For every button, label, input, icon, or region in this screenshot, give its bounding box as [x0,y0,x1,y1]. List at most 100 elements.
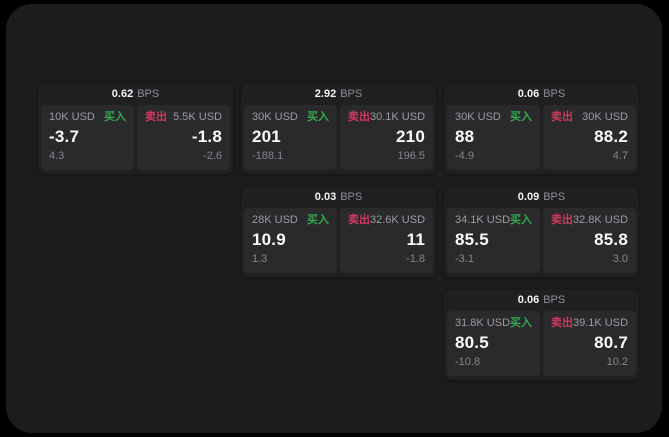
buy-top-row: 31.8K USD 买入 [455,317,532,330]
quote-panes: 31.8K USD 买入 80.5 -10.8 卖出 39.1K USD [444,311,639,380]
buy-delta-row: 4.3 [49,150,126,163]
buy-top-row: 10K USD 买入 [49,111,126,124]
sell-quote-pane[interactable]: 卖出 32.6K USD 11 -1.8 [340,208,433,273]
buy-delta-row: -4.9 [455,150,532,163]
spread-header: 0.62 BPS [38,84,233,105]
sell-delta-row: 3.0 [551,253,628,266]
quotes-grid: 0.62 BPS 10K USD 买入 -3.7 4.3 [38,84,639,380]
buy-delta-row: -10.8 [455,356,532,369]
quote-panes: 34.1K USD 买入 85.5 -3.1 卖出 32.8K USD [444,208,639,277]
buy-delta-row: 1.3 [252,253,329,266]
buy-size-label: 30K USD [252,111,298,123]
sell-side-label: 卖出 [551,317,573,329]
quote-panes: 30K USD 买入 88 -4.9 卖出 30K USD 88. [444,105,639,174]
sell-price-value: 80.7 [594,333,628,352]
sell-size-label: 5.5K USD [173,111,222,123]
bps-unit-label: BPS [543,294,566,306]
quote-card: 2.92 BPS 30K USD 买入 201 -188.1 [241,84,436,174]
spread-header: 0.03 BPS [241,187,436,208]
buy-side-label: 买入 [307,214,329,226]
bps-unit-label: BPS [543,88,566,100]
sell-quote-pane[interactable]: 卖出 39.1K USD 80.7 10.2 [543,311,636,376]
buy-quote-pane[interactable]: 31.8K USD 买入 80.5 -10.8 [447,311,540,376]
sell-quote-pane[interactable]: 卖出 32.8K USD 85.8 3.0 [543,208,636,273]
sell-size-label: 30.1K USD [370,111,426,123]
buy-side-label: 买入 [510,111,532,123]
sell-side-label: 卖出 [348,111,370,123]
buy-top-row: 28K USD 买入 [252,214,329,227]
buy-delta-row: -188.1 [252,150,329,163]
buy-side-label: 买入 [104,111,126,123]
sell-size-label: 32.6K USD [370,214,426,226]
sell-side-label: 卖出 [145,111,167,123]
buy-delta-value: -10.8 [455,356,481,368]
quote-card: 0.62 BPS 10K USD 买入 -3.7 4.3 [38,84,233,174]
sell-size-label: 39.1K USD [573,317,629,329]
buy-quote-pane[interactable]: 30K USD 买入 201 -188.1 [244,105,337,170]
sell-quote-pane[interactable]: 卖出 5.5K USD -1.8 -2.6 [137,105,230,170]
sell-top-row: 卖出 32.6K USD [348,214,425,227]
sell-quote-pane[interactable]: 卖出 30.1K USD 210 196.5 [340,105,433,170]
spread-value: 0.06 [517,88,540,100]
spread-header: 0.06 BPS [444,290,639,311]
buy-quote-pane[interactable]: 10K USD 买入 -3.7 4.3 [41,105,134,170]
sell-delta-row: 4.7 [551,150,628,163]
buy-size-label: 28K USD [252,214,298,226]
quotes-panel: 0.62 BPS 10K USD 买入 -3.7 4.3 [6,4,662,433]
spread-header: 0.06 BPS [444,84,639,105]
sell-top-row: 卖出 30K USD [551,111,628,124]
sell-quote-pane[interactable]: 卖出 30K USD 88.2 4.7 [543,105,636,170]
sell-delta-value: 4.7 [612,150,628,162]
buy-top-row: 34.1K USD 买入 [455,214,532,227]
sell-delta-value: 3.0 [612,253,628,265]
sell-top-row: 卖出 32.8K USD [551,214,628,227]
buy-quote-pane[interactable]: 30K USD 买入 88 -4.9 [447,105,540,170]
buy-size-label: 31.8K USD [455,317,511,329]
sell-price-value: -1.8 [191,127,222,146]
sell-side-label: 卖出 [348,214,370,226]
buy-delta-value: -4.9 [455,150,474,162]
sell-delta-row: 10.2 [551,356,628,369]
spread-value: 2.92 [314,88,337,100]
buy-delta-value: -188.1 [252,150,284,162]
sell-delta-value: 10.2 [606,356,628,368]
buy-top-row: 30K USD 买入 [455,111,532,124]
buy-size-label: 34.1K USD [455,214,511,226]
sell-price-value: 210 [396,127,425,146]
sell-delta-row: -2.6 [145,150,222,163]
buy-side-label: 买入 [510,317,533,329]
buy-price-value: 85.5 [455,230,489,249]
quote-card: 0.09 BPS 34.1K USD 买入 85.5 -3.1 [444,187,639,277]
quote-panes: 28K USD 买入 10.9 1.3 卖出 32.6K USD [241,208,436,277]
buy-delta-value: 4.3 [49,150,65,162]
sell-price-value: 85.8 [594,230,628,249]
buy-delta-value: 1.3 [252,253,268,265]
sell-delta-row: -1.8 [348,253,425,266]
buy-quote-pane[interactable]: 28K USD 买入 10.9 1.3 [244,208,337,273]
buy-price-value: -3.7 [49,127,80,146]
sell-delta-value: -2.6 [203,150,222,162]
spread-header: 0.09 BPS [444,187,639,208]
sell-size-label: 30K USD [582,111,628,123]
sell-delta-value: 196.5 [397,150,425,162]
buy-size-label: 30K USD [455,111,501,123]
spread-value: 0.62 [111,88,134,100]
sell-side-label: 卖出 [551,111,573,123]
buy-size-label: 10K USD [49,111,95,123]
quote-card: 0.06 BPS 31.8K USD 买入 80.5 -10.8 [444,290,639,380]
spread-value: 0.09 [517,191,540,203]
bps-unit-label: BPS [543,191,566,203]
buy-quote-pane[interactable]: 34.1K USD 买入 85.5 -3.1 [447,208,540,273]
buy-delta-row: -3.1 [455,253,532,266]
buy-side-label: 买入 [510,214,533,226]
buy-price-value: 10.9 [252,230,286,249]
buy-price-value: 80.5 [455,333,489,352]
sell-top-row: 卖出 39.1K USD [551,317,628,330]
bps-unit-label: BPS [340,191,363,203]
spread-header: 2.92 BPS [241,84,436,105]
sell-delta-value: -1.8 [406,253,425,265]
spread-value: 0.03 [314,191,337,203]
sell-top-row: 卖出 5.5K USD [145,111,222,124]
sell-size-label: 32.8K USD [573,214,629,226]
quote-card: 0.06 BPS 30K USD 买入 88 -4.9 [444,84,639,174]
